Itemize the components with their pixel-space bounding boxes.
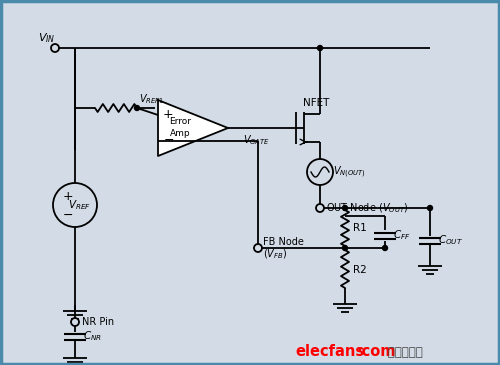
Text: $V_{REF1}$: $V_{REF1}$ [139, 92, 164, 106]
Circle shape [307, 159, 333, 185]
Circle shape [53, 183, 97, 227]
Circle shape [342, 246, 347, 250]
Circle shape [51, 44, 59, 52]
Text: $C_{OUT}$: $C_{OUT}$ [438, 233, 463, 247]
Text: Error: Error [169, 116, 191, 126]
Text: NR Pin: NR Pin [82, 317, 114, 327]
Text: $V_{GATE}$: $V_{GATE}$ [243, 133, 270, 147]
Text: R1: R1 [353, 223, 367, 233]
Circle shape [254, 244, 262, 252]
Text: Amp: Amp [170, 128, 190, 138]
Text: $-$: $-$ [163, 132, 174, 146]
Text: +: + [62, 189, 74, 203]
Circle shape [318, 46, 322, 50]
Text: $C_{NR}$: $C_{NR}$ [83, 329, 102, 343]
Text: R2: R2 [353, 265, 367, 275]
Text: $V_{REF}$: $V_{REF}$ [68, 198, 90, 212]
Text: NFET: NFET [303, 98, 330, 108]
Circle shape [316, 204, 324, 212]
Polygon shape [158, 100, 228, 156]
Text: FB Node: FB Node [263, 237, 304, 247]
Circle shape [428, 205, 432, 211]
Circle shape [134, 105, 140, 111]
Text: OUT Node ($V_{OUT}$): OUT Node ($V_{OUT}$) [326, 201, 408, 215]
Text: ($V_{FB}$): ($V_{FB}$) [263, 247, 287, 261]
Text: $V_{IN}$: $V_{IN}$ [38, 31, 56, 45]
Circle shape [342, 205, 347, 211]
Circle shape [71, 318, 79, 326]
Circle shape [382, 246, 388, 250]
Text: elecfans: elecfans [295, 345, 364, 360]
Text: 电子发烧友: 电子发烧友 [384, 346, 423, 358]
Text: ·com: ·com [356, 345, 396, 360]
Text: $-$: $-$ [62, 207, 74, 220]
Text: +: + [163, 108, 173, 122]
Text: $V_{N(OUT)}$: $V_{N(OUT)}$ [333, 164, 366, 180]
Text: $C_{FF}$: $C_{FF}$ [393, 228, 410, 242]
